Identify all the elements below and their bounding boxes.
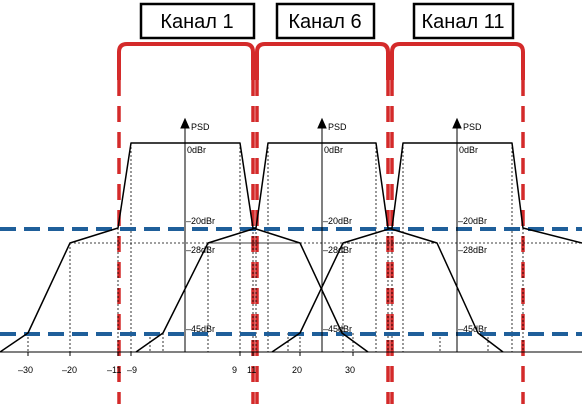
channel-label-6-box bbox=[275, 2, 376, 40]
level-label-ch1-0: 0dBr bbox=[187, 145, 206, 155]
channel-label-11-text: Канал 11 bbox=[422, 11, 505, 33]
level-label-ch6-0: 0dBr bbox=[324, 145, 343, 155]
x-tick-label-m30: –30 bbox=[18, 365, 33, 375]
level-label-ch6-20: –20dBr bbox=[323, 216, 352, 226]
level-label-ch1-28: –28dBr bbox=[186, 245, 215, 255]
level-label-ch1-20: –20dBr bbox=[186, 216, 215, 226]
x-tick-label-m11: –11 bbox=[107, 365, 121, 375]
level-label-ch11-20: –20dBr bbox=[458, 216, 487, 226]
level-label-ch11-0: 0dBr bbox=[459, 145, 478, 155]
channel-bracket-1 bbox=[117, 42, 255, 80]
level-label-ch6-45: –45dBr bbox=[323, 324, 352, 334]
psd-arrow-ch11 bbox=[452, 117, 462, 129]
psd-label-ch6: PSD bbox=[328, 122, 347, 132]
channel-label-11-box bbox=[412, 2, 515, 40]
level-label-ch1-45: –45dBr bbox=[186, 324, 215, 334]
mask-channel-11 bbox=[271, 142, 582, 353]
level-label-ch11-28: –28dBr bbox=[458, 245, 487, 255]
x-tick-label-30: 30 bbox=[345, 365, 355, 375]
x-tick-label-9: 9 bbox=[232, 365, 237, 375]
channel-bracket-6 bbox=[255, 42, 390, 80]
channel-label-6: Канал 6 bbox=[275, 2, 376, 40]
channel-label-1-box bbox=[139, 2, 256, 40]
psd-label-ch1: PSD bbox=[191, 122, 210, 132]
x-tick-label-20: 20 bbox=[292, 365, 302, 375]
level-label-ch11-45: –45dBr bbox=[458, 324, 487, 334]
channel-label-1-text: Канал 1 bbox=[160, 11, 233, 33]
psd-label-ch11: PSD bbox=[463, 122, 482, 132]
level-label-ch6-28: –28dBr bbox=[323, 245, 352, 255]
channel-label-11: Канал 11 bbox=[412, 2, 515, 40]
channel-bracket-11 bbox=[390, 42, 525, 80]
x-tick-label-m20: –20 bbox=[62, 365, 77, 375]
mask-channel-1 bbox=[0, 142, 369, 353]
x-tick-label-m9: –9 bbox=[127, 365, 137, 375]
x-tick-label-11: 11 bbox=[247, 365, 256, 375]
channel-label-1: Канал 1 bbox=[139, 2, 256, 40]
psd-arrow-ch6 bbox=[317, 117, 327, 129]
channel-label-6-text: Канал 6 bbox=[288, 11, 361, 33]
psd-arrow-ch1 bbox=[180, 117, 190, 129]
